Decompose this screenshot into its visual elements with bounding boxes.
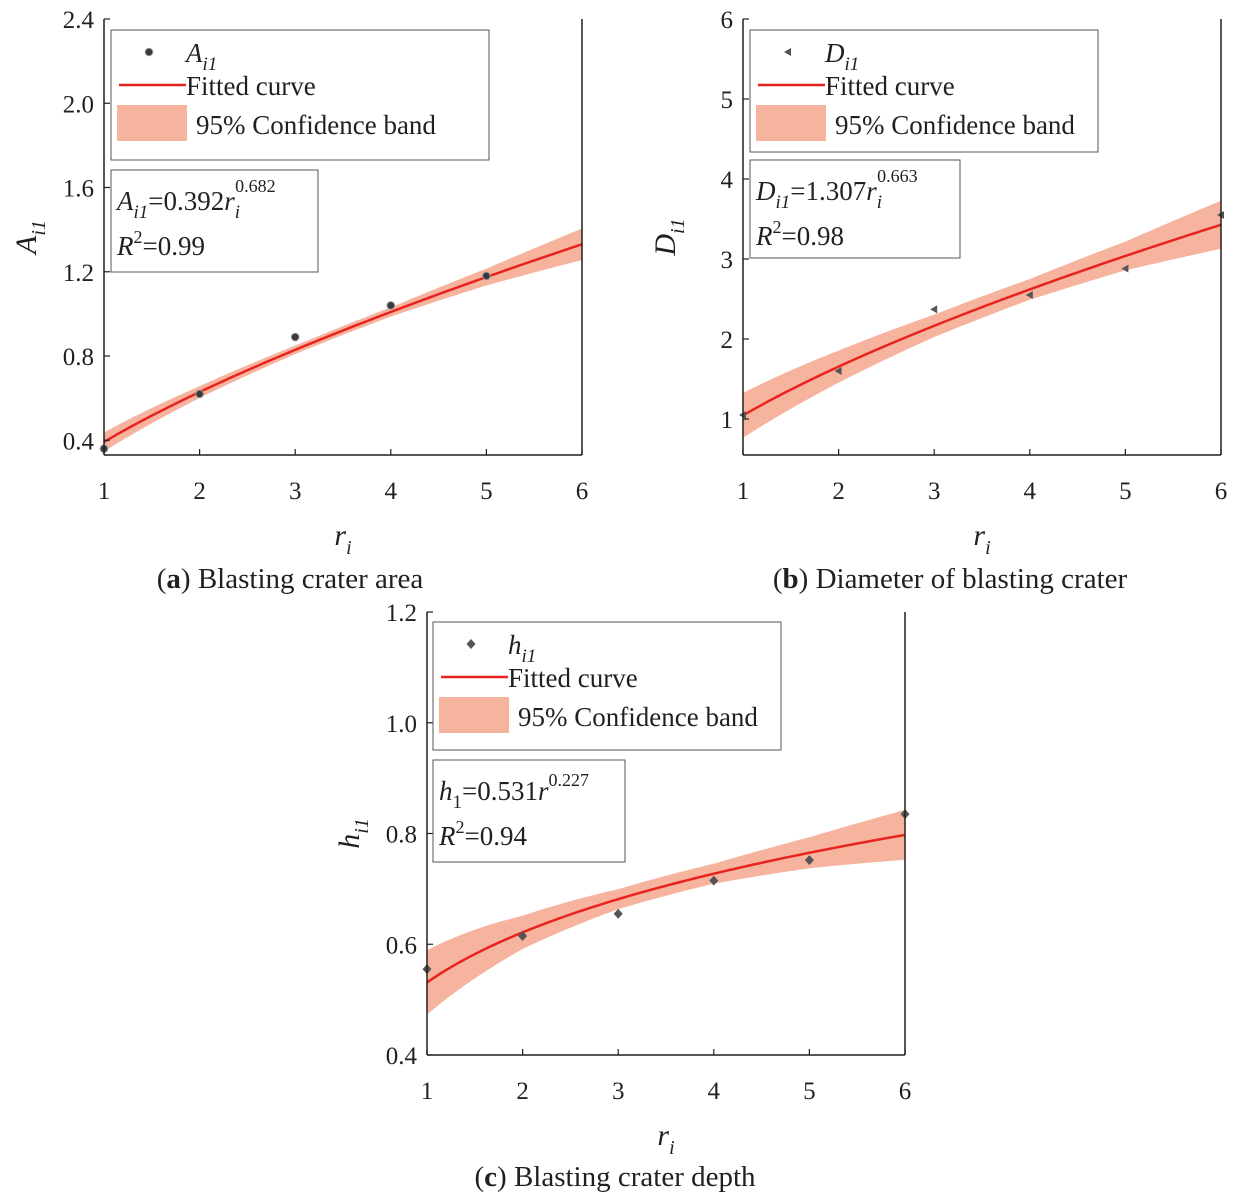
y-tick-label: 1.2 [386,600,417,627]
y-tick-label: 4 [721,167,734,194]
data-point [518,930,528,941]
y-tick-label: 2.4 [63,7,95,34]
legend-marker [466,639,476,649]
x-tick-label: 3 [928,478,941,505]
legend-band-swatch [756,105,826,141]
x-tick-label: 4 [385,478,398,505]
equation-text: h1=0.531r0.227 [439,770,589,813]
legend-fit-label: Fitted curve [825,71,955,101]
legend-data-label: Di1 [824,38,859,75]
y-tick-label: 3 [721,247,734,274]
legend-band-swatch [439,697,509,733]
x-tick-label: 3 [612,1078,625,1105]
panel-caption: (b) Diameter of blasting crater [773,563,1128,595]
y-tick-label: 0.8 [386,822,417,849]
equation-text: Ai1=0.392ri0.682 [115,176,276,223]
x-tick-label: 3 [289,478,302,505]
data-point [804,855,814,866]
x-tick-label: 2 [832,478,845,505]
y-tick-label: 0.8 [63,344,94,371]
data-point [195,389,204,399]
x-tick-label: 4 [708,1078,721,1105]
data-point [386,301,396,310]
legend-marker [784,48,791,56]
y-tick-label: 0.4 [63,428,95,455]
confidence-band [743,200,1221,438]
x-tick-label: 2 [193,478,206,505]
y-axis-label: Ai1 [10,220,50,256]
y-tick-label: 0.6 [386,932,417,959]
legend-fit-label: Fitted curve [508,663,638,693]
x-tick-label: 1 [737,478,750,505]
data-point [290,332,300,342]
x-tick-label: 5 [480,478,493,505]
equation-box [432,759,626,863]
data-point [482,271,491,281]
equation-text: Di1=1.307ri0.663 [755,166,918,213]
x-axis-label: ri [973,519,990,559]
legend-band-label: 95% Confidence band [196,110,436,140]
legend-fit-label: Fitted curve [186,71,316,101]
data-point [834,367,842,375]
data-point [613,908,623,919]
equation-box [749,159,961,259]
y-tick-label: 6 [721,7,734,34]
data-point [709,875,719,886]
x-tick-label: 2 [516,1078,529,1105]
y-tick-label: 1.0 [386,711,417,738]
legend-marker [144,47,154,57]
y-tick-label: 0.4 [386,1043,418,1070]
x-tick-label: 5 [803,1078,816,1105]
r-squared-text: R2=0.98 [755,217,844,251]
y-axis-label: Di1 [649,218,689,256]
x-tick-label: 6 [1215,478,1228,505]
x-tick-label: 5 [1119,478,1132,505]
y-tick-label: 2 [721,327,734,354]
data-point [1025,291,1033,299]
fitted-curve [426,833,906,984]
x-tick-label: 1 [98,478,111,505]
y-tick-label: 1.6 [63,176,94,203]
confidence-band [104,228,582,452]
legend-data-label: Ai1 [184,38,217,75]
y-axis-label: hi1 [333,818,373,849]
x-tick-label: 6 [899,1078,912,1105]
panel-caption: (c) Blasting crater depth [474,1161,756,1193]
x-axis-label: ri [657,1119,674,1159]
confidence-band [427,809,905,1015]
y-tick-label: 5 [721,87,734,114]
x-tick-label: 4 [1024,478,1037,505]
fitted-curve [103,243,583,444]
legend-data-label: hi1 [508,630,536,667]
legend-band-label: 95% Confidence band [835,110,1075,140]
data-point [930,305,938,314]
x-axis-label: ri [334,519,351,559]
legend-band-label: 95% Confidence band [518,702,758,732]
panel-caption: (a) Blasting crater area [157,563,424,595]
equation-box [110,169,319,273]
x-tick-label: 1 [421,1078,434,1105]
legend-band-swatch [117,105,187,141]
r-squared-text: R2=0.99 [116,227,205,261]
fitted-curve [742,223,1222,417]
data-point [1121,264,1129,273]
y-tick-label: 2.0 [63,91,94,118]
y-tick-label: 1.2 [63,260,94,287]
x-tick-label: 6 [576,478,589,505]
r-squared-text: R2=0.94 [438,817,527,851]
y-tick-label: 1 [721,407,734,434]
